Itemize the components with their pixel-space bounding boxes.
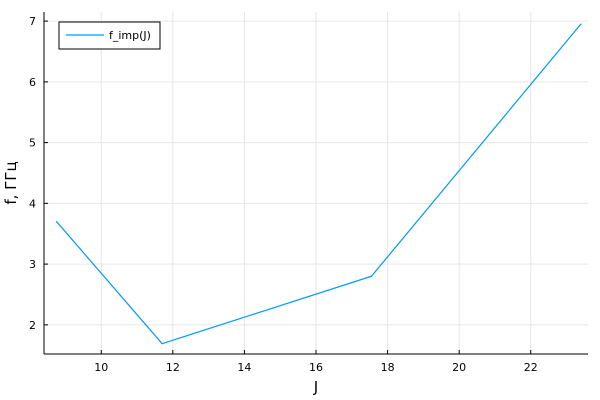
y-tick-label: 2 <box>29 319 36 332</box>
series-line-0 <box>56 23 582 345</box>
x-tick-label: 20 <box>452 361 466 374</box>
y-tick-label: 6 <box>29 76 36 89</box>
grid <box>44 12 588 354</box>
data-point <box>55 220 58 223</box>
y-tick-label: 4 <box>29 197 36 210</box>
x-axis-title: J <box>313 378 318 396</box>
y-tick-label: 3 <box>29 258 36 271</box>
x-tick-label: 14 <box>237 361 251 374</box>
y-axis-title: f, ГГц <box>2 161 20 204</box>
y-tick-label: 7 <box>29 15 36 28</box>
y-tick-label: 5 <box>29 137 36 150</box>
legend-label: f_imp(J) <box>109 29 151 42</box>
data-point <box>580 23 582 25</box>
x-tick-label: 18 <box>381 361 395 374</box>
series-layer <box>55 23 582 345</box>
x-tick-label: 10 <box>94 361 108 374</box>
x-tick-label: 22 <box>524 361 538 374</box>
data-point <box>370 275 373 277</box>
legend: f_imp(J) <box>58 21 161 50</box>
x-tick-label: 16 <box>309 361 323 374</box>
x-tick-label: 12 <box>166 361 180 374</box>
data-point <box>161 343 163 345</box>
